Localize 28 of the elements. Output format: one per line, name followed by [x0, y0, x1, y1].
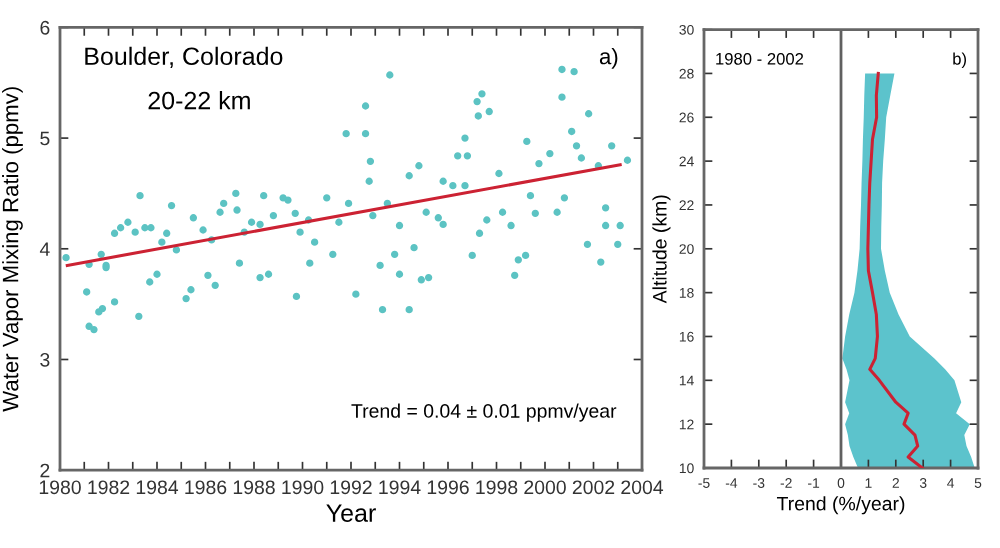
annotation: a)	[599, 48, 618, 69]
x-tick-label: 2000	[524, 480, 566, 495]
x-tick-label: 1996	[427, 480, 469, 495]
annotation: Boulder, Colorado	[85, 46, 283, 69]
x-tick-label: 1984	[136, 480, 179, 495]
x-tick-label: 1994	[379, 480, 421, 495]
x-tick-label: 1982	[88, 480, 130, 495]
y-axis-title: Water Vapor Mixing Ratio (ppmv)	[2, 87, 23, 412]
x-tick-label: 1986	[185, 480, 227, 495]
y-tick-label: 4	[39, 242, 50, 256]
x-axis-title: Trend (%/year)	[776, 496, 905, 515]
y-tick-label: 2	[40, 463, 50, 478]
x-tick-label: 1998	[476, 480, 518, 495]
annotation: 20-22 km	[148, 91, 250, 110]
y-tick-label: 6	[40, 20, 50, 35]
x-tick-label: 1980	[39, 480, 81, 495]
x-tick-label: 1988	[233, 480, 275, 495]
x-tick-label: 2002	[572, 480, 615, 495]
x-tick-label: 1990	[282, 480, 324, 495]
annotation: 1980 - 2002	[716, 52, 804, 65]
y-tick-label: 5	[40, 131, 50, 146]
x-tick-label: 2004	[621, 480, 664, 495]
x-axis-title: Year	[326, 504, 376, 522]
annotation: Trend = 0.04 ± 0.01 ppmv/year	[351, 403, 617, 422]
y-tick-label: 3	[40, 352, 50, 367]
y-axis-title: Altitude (km)	[652, 195, 671, 304]
x-tick-label: 1992	[330, 480, 372, 495]
annotation: b)	[953, 52, 967, 69]
